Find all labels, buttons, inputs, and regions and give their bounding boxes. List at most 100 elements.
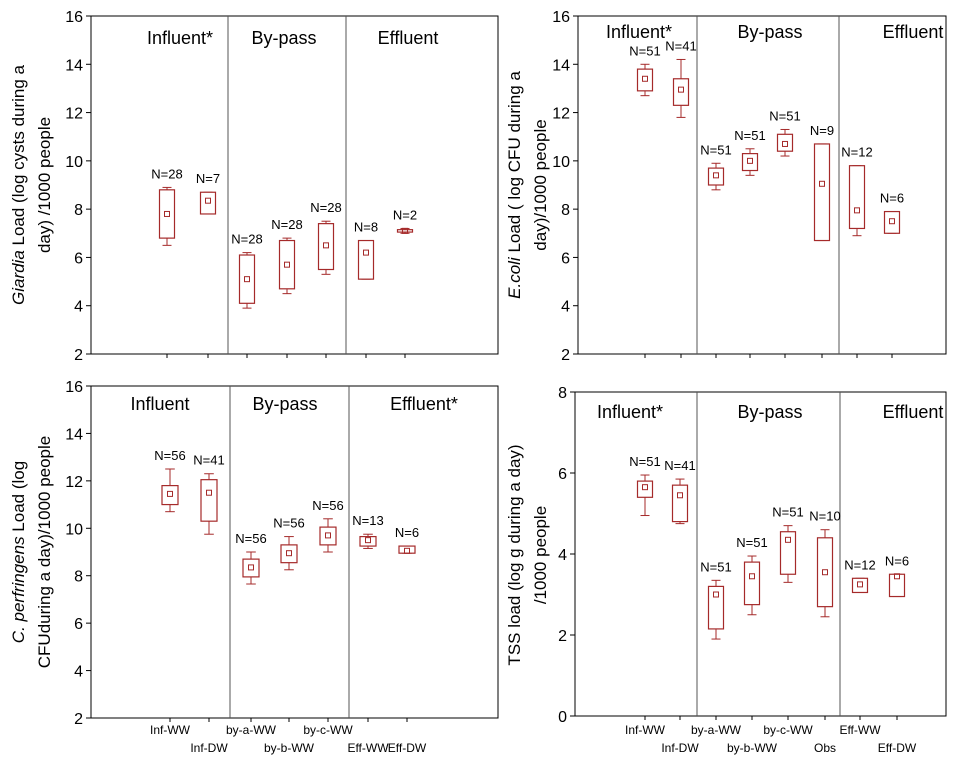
n-label: N=51 (629, 43, 660, 58)
n-label: N=41 (664, 458, 695, 473)
section-label: Influent* (606, 22, 672, 42)
box-body (851, 577, 869, 594)
plot-frame (90, 385, 499, 719)
section-label: By-pass (737, 22, 802, 42)
n-label: N=12 (841, 145, 872, 160)
n-label: N=51 (700, 559, 731, 574)
n-label: N=51 (629, 454, 660, 469)
n-label: N=56 (154, 448, 185, 463)
section-label: Effluent (883, 22, 944, 42)
y-tick-label: 12 (65, 474, 83, 491)
box-6: N=10 (809, 509, 841, 618)
mean-marker (678, 86, 684, 93)
chart-panel-3: 2 4 6 8 10 12 14 16 Influent By-pass Effluent* C. p… (9, 379, 499, 755)
y-tick-label: 2 (74, 347, 83, 364)
box-2: N=7 (196, 171, 220, 215)
mean-marker (889, 218, 895, 225)
box-1: N=56 (154, 448, 186, 513)
box-3: N=28 (231, 232, 263, 309)
box-body (888, 573, 906, 598)
mean-marker (642, 484, 648, 491)
y-tick-label: 0 (558, 709, 567, 726)
box-body (848, 165, 866, 230)
category-label: Obs (814, 741, 836, 755)
box-body (359, 535, 377, 547)
mean-marker (365, 537, 371, 544)
box-body (816, 537, 834, 608)
n-label: N=56 (273, 516, 304, 531)
mean-marker (404, 547, 410, 554)
y-tick-label: 2 (561, 347, 570, 364)
y-axis-label-line2: day) /1000 people (35, 117, 54, 253)
plot-frame (90, 15, 499, 355)
box-body (707, 167, 725, 186)
section-label: Influent* (597, 402, 663, 422)
n-label: N=2 (393, 207, 417, 222)
n-label: N=7 (196, 171, 220, 186)
box-body (396, 229, 414, 233)
box-body (743, 561, 761, 606)
n-label: N=51 (700, 142, 731, 157)
y-tick-label: 10 (65, 154, 83, 171)
n-label: N=51 (734, 128, 765, 143)
box-5: N=51 (769, 108, 801, 157)
mean-marker (244, 276, 250, 283)
y-axis-label-text: TSS load (log g during a day) (505, 444, 524, 665)
y-axis-label-organism: Giardia (9, 250, 28, 305)
section-label: By-pass (252, 394, 317, 414)
box-6: N=8 (354, 220, 378, 280)
mean-marker (857, 581, 863, 588)
mean-marker (747, 157, 753, 164)
y-tick-label: 2 (558, 628, 567, 645)
box-body (278, 239, 296, 290)
mean-marker (205, 197, 211, 204)
category-label: by-a-WW (226, 723, 277, 737)
box-8: N=6 (885, 553, 909, 598)
y-tick-label: 4 (561, 299, 570, 316)
mean-marker (819, 180, 825, 187)
box-body (317, 223, 335, 271)
y-axis-label-line1: TSS load (log g during a day) (505, 444, 524, 665)
y-tick-label: 14 (552, 57, 570, 74)
n-label: N=51 (772, 505, 803, 520)
y-tick-label: 8 (558, 385, 567, 402)
y-tick-label: 12 (65, 106, 83, 123)
box-3: N=56 (235, 531, 267, 585)
section-label: By-pass (251, 28, 316, 48)
box-6: N=9 (810, 123, 834, 242)
n-label: N=6 (885, 553, 909, 568)
box-body (883, 210, 901, 234)
y-axis-label-text: Load (log cysts during a (9, 64, 28, 250)
y-tick-label: 14 (65, 57, 83, 74)
n-label: N=41 (193, 453, 224, 468)
y-tick-label: 16 (65, 9, 83, 26)
section-label: Influent (130, 394, 189, 414)
mean-marker (713, 172, 719, 179)
chart-panel-2: 2 4 6 8 10 12 14 16 Influent* By-pass Effluent E.co… (505, 9, 947, 364)
y-tick-label: 8 (74, 202, 83, 219)
mean-marker (785, 536, 791, 543)
n-label: N=51 (769, 108, 800, 123)
mean-marker (363, 249, 369, 256)
y-tick-label: 14 (65, 426, 83, 443)
mean-marker (749, 573, 755, 580)
section-label: Effluent* (390, 394, 458, 414)
y-tick-label: 10 (65, 521, 83, 538)
n-label: N=9 (810, 123, 834, 138)
y-axis-label-line2: /1000 people (531, 506, 550, 604)
category-label: Eff-DW (388, 741, 427, 755)
category-label: Eff-WW (347, 741, 389, 755)
y-tick-label: 16 (65, 379, 83, 396)
y-axis-label-text: Load ( log CFU during a (505, 71, 524, 258)
box-1: N=51 (629, 454, 661, 517)
box-body (158, 189, 176, 239)
box-1: N=51 (629, 43, 661, 97)
n-label: N=6 (880, 191, 904, 206)
box-5: N=28 (310, 200, 342, 275)
box-body (280, 544, 298, 564)
n-label: N=8 (354, 220, 378, 235)
n-label: N=51 (736, 535, 767, 550)
mean-marker (284, 261, 290, 268)
mean-marker (164, 210, 170, 217)
